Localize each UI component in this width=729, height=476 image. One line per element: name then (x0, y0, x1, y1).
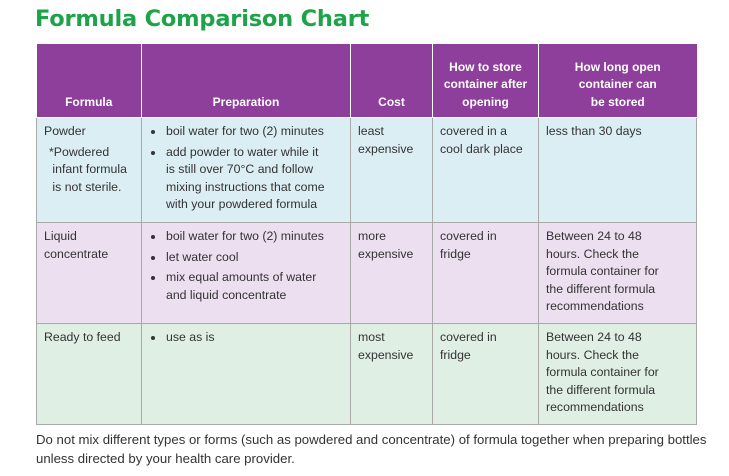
header-cost: Cost (350, 44, 433, 118)
cell-cost: more expensive (350, 222, 433, 324)
cell-cost: least expensive (350, 117, 433, 223)
preparation-step: add powder to water while it is still ove… (149, 144, 344, 214)
preparation-step: boil water for two (2) minutes (149, 123, 344, 141)
table-row-liquid-concentrate: Liquid concentrate boil water for two (2)… (36, 222, 697, 324)
cell-storage: covered in fridge (432, 222, 539, 324)
table-row-ready-to-feed: Ready to feed use as is most expensive co… (36, 323, 697, 425)
formula-name: Powder (44, 124, 86, 138)
header-duration: How long open container can be stored (538, 44, 697, 118)
cell-preparation: use as is (141, 323, 351, 425)
cell-formula: Liquid concentrate (36, 222, 142, 324)
cell-formula: Ready to feed (36, 323, 142, 425)
table-header-row: Formula Preparation Cost How to store con… (36, 44, 697, 118)
page-title: Formula Comparison Chart (35, 6, 370, 32)
footer-note: Do not mix different types or forms (suc… (36, 432, 707, 466)
header-storage: How to store container after opening (432, 44, 539, 118)
preparation-step: boil water for two (2) minutes (149, 228, 344, 246)
cell-formula: Powder *Powdered infant formula is not s… (36, 117, 142, 223)
cell-duration: less than 30 days (538, 117, 697, 223)
cell-preparation: boil water for two (2) minutes add powde… (141, 117, 351, 223)
cell-duration: Between 24 to 48 hours. Check the formula … (538, 323, 697, 425)
formula-note: *Powdered infant formula is not sterile. (49, 144, 127, 194)
preparation-step: use as is (149, 329, 344, 347)
header-preparation: Preparation (141, 44, 351, 118)
cell-preparation: boil water for two (2) minutes let water… (141, 222, 351, 324)
cell-duration: Between 24 to 48 hours. Check the formula … (538, 222, 697, 324)
cell-cost: most expensive (350, 323, 433, 425)
cell-storage: covered in fridge (432, 323, 539, 425)
preparation-step: let water cool (149, 249, 344, 267)
formula-comparison-table: Formula Preparation Cost How to store con… (36, 44, 697, 425)
cell-storage: covered in a cool dark place (432, 117, 539, 223)
header-formula: Formula (36, 44, 142, 118)
table-row-powder: Powder *Powdered infant formula is not s… (36, 117, 697, 223)
preparation-step: mix equal amounts of water and liquid con… (149, 269, 344, 304)
